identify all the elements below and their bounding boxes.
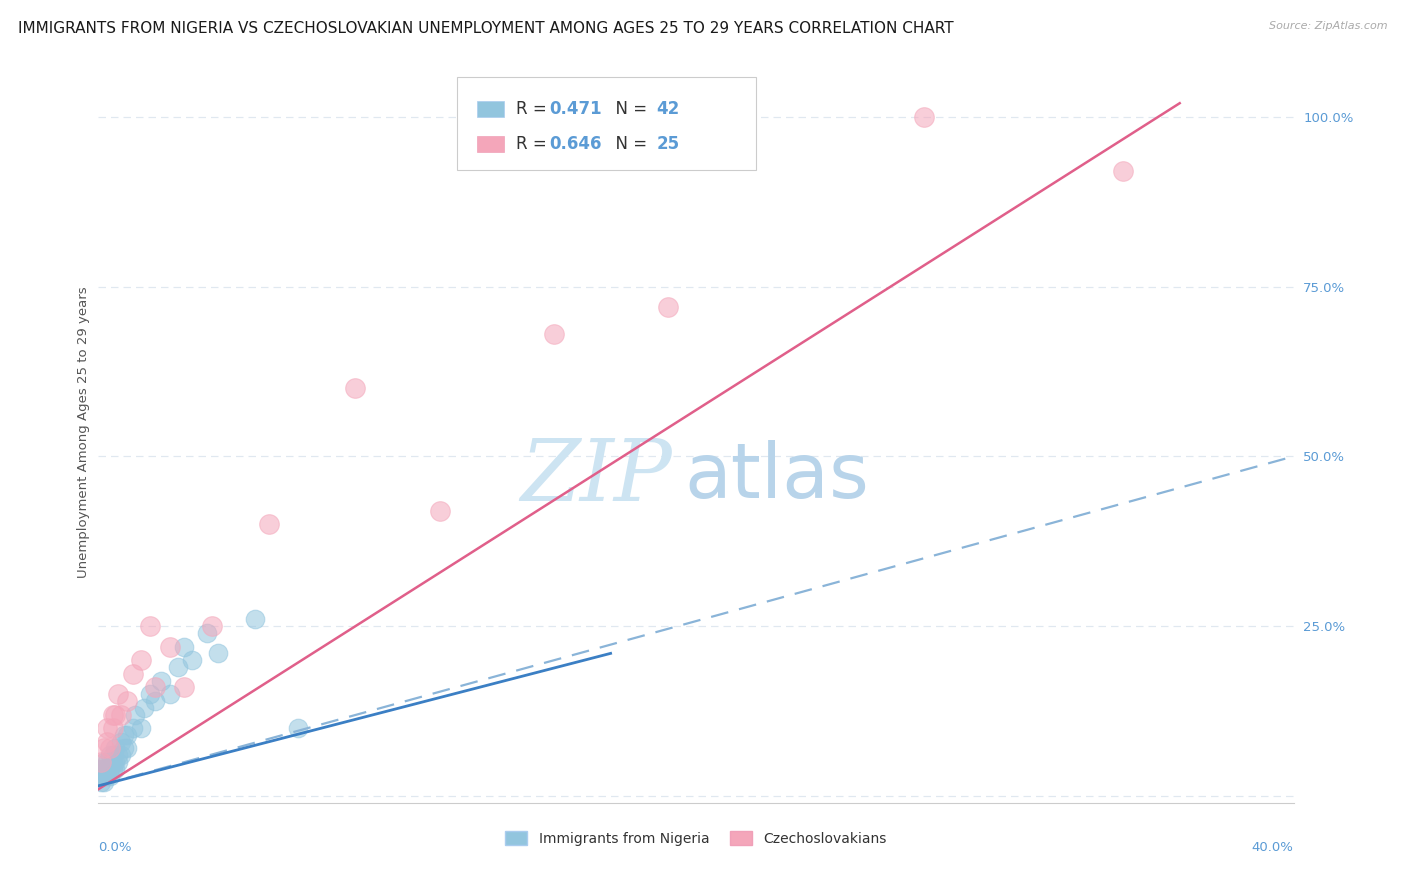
Point xyxy=(104,755,127,769)
Legend: Immigrants from Nigeria, Czechoslovakians: Immigrants from Nigeria, Czechoslovakian… xyxy=(499,825,893,851)
Point xyxy=(132,700,155,714)
Point xyxy=(96,755,118,769)
Point xyxy=(101,755,124,769)
Text: IMMIGRANTS FROM NIGERIA VS CZECHOSLOVAKIAN UNEMPLOYMENT AMONG AGES 25 TO 29 YEAR: IMMIGRANTS FROM NIGERIA VS CZECHOSLOVAKI… xyxy=(18,21,953,36)
Point xyxy=(93,775,115,789)
Point xyxy=(138,687,160,701)
Point xyxy=(138,619,160,633)
Point xyxy=(121,666,143,681)
Point xyxy=(96,734,118,748)
Point xyxy=(104,707,127,722)
Point xyxy=(207,646,229,660)
Point xyxy=(181,653,204,667)
Text: 0.646: 0.646 xyxy=(548,135,602,153)
Point xyxy=(93,762,115,776)
Point xyxy=(173,640,195,654)
Point xyxy=(96,762,118,776)
Point xyxy=(104,762,127,776)
Point xyxy=(243,612,266,626)
Point xyxy=(201,619,224,633)
Point xyxy=(93,741,115,756)
Point xyxy=(110,707,132,722)
Point xyxy=(101,707,124,722)
Point xyxy=(173,681,195,695)
Point xyxy=(98,741,121,756)
Point xyxy=(150,673,173,688)
Point xyxy=(159,687,181,701)
Point xyxy=(115,741,138,756)
Point xyxy=(90,769,112,783)
Point xyxy=(124,707,146,722)
Point xyxy=(110,734,132,748)
Point xyxy=(143,681,166,695)
Point xyxy=(96,721,118,735)
Point xyxy=(543,327,565,342)
Point xyxy=(657,300,679,314)
Text: atlas: atlas xyxy=(685,440,869,514)
Point xyxy=(115,728,138,742)
Point xyxy=(101,762,124,776)
Point xyxy=(93,769,115,783)
Point xyxy=(98,748,121,763)
Text: N =: N = xyxy=(605,135,652,153)
Point xyxy=(107,748,129,763)
FancyBboxPatch shape xyxy=(477,136,503,152)
Point xyxy=(167,660,190,674)
Point xyxy=(257,517,280,532)
Point xyxy=(159,640,181,654)
Point xyxy=(195,626,218,640)
Point xyxy=(96,769,118,783)
FancyBboxPatch shape xyxy=(477,101,503,117)
Point xyxy=(98,769,121,783)
Point xyxy=(429,504,451,518)
Point xyxy=(104,741,127,756)
Text: 40.0%: 40.0% xyxy=(1251,841,1294,855)
Text: 0.0%: 0.0% xyxy=(98,841,132,855)
Text: 42: 42 xyxy=(657,100,679,118)
Point xyxy=(1112,164,1135,178)
Text: R =: R = xyxy=(516,100,551,118)
Y-axis label: Unemployment Among Ages 25 to 29 years: Unemployment Among Ages 25 to 29 years xyxy=(77,287,90,578)
Text: ZIP: ZIP xyxy=(520,435,672,518)
Text: N =: N = xyxy=(605,100,652,118)
Point xyxy=(93,755,115,769)
Point xyxy=(129,721,152,735)
Point xyxy=(98,762,121,776)
Text: Source: ZipAtlas.com: Source: ZipAtlas.com xyxy=(1270,21,1388,30)
Point xyxy=(343,382,366,396)
Point xyxy=(112,728,135,742)
Point xyxy=(143,694,166,708)
Text: 25: 25 xyxy=(657,135,679,153)
Point xyxy=(107,687,129,701)
Point xyxy=(129,653,152,667)
Point xyxy=(112,741,135,756)
Point xyxy=(287,721,309,735)
Point xyxy=(110,748,132,763)
FancyBboxPatch shape xyxy=(457,78,756,169)
Point xyxy=(101,721,124,735)
Point xyxy=(90,755,112,769)
Point xyxy=(121,721,143,735)
Point xyxy=(107,755,129,769)
Text: 0.471: 0.471 xyxy=(548,100,602,118)
Point xyxy=(912,110,935,124)
Point xyxy=(90,775,112,789)
Point xyxy=(90,762,112,776)
Text: R =: R = xyxy=(516,135,551,153)
Point xyxy=(115,694,138,708)
Point xyxy=(101,748,124,763)
